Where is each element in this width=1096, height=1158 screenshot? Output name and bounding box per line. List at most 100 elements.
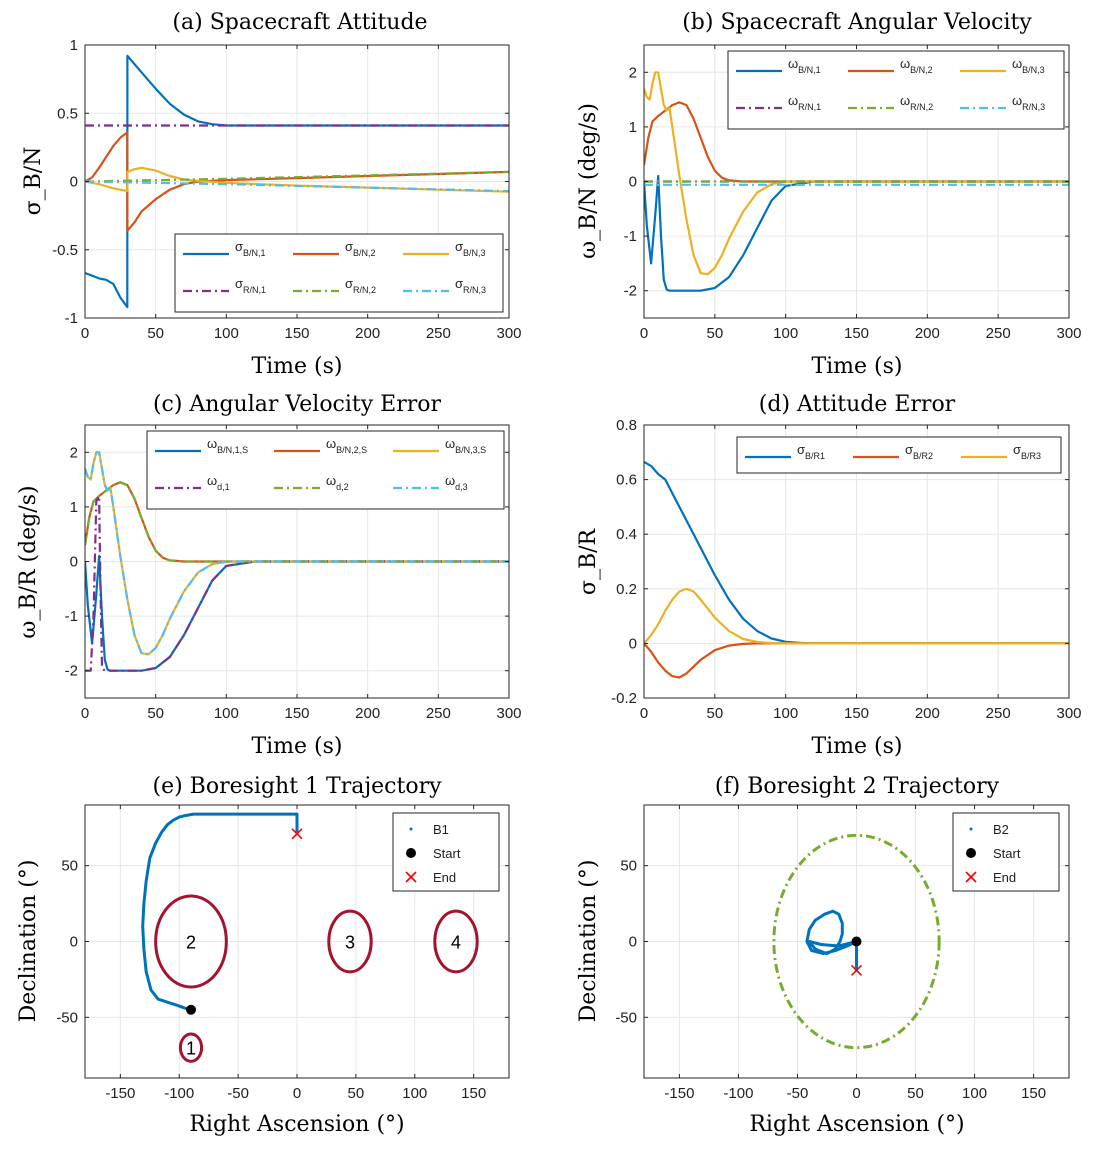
x-tick-label: 150 xyxy=(284,705,309,722)
x-tick-label: 200 xyxy=(355,705,380,722)
start-marker xyxy=(851,936,862,947)
x-tick-label: -50 xyxy=(227,1085,249,1102)
x-tick-label: -150 xyxy=(664,1085,694,1102)
y-tick-label: 0 xyxy=(70,554,78,571)
region-label-2: 2 xyxy=(186,933,196,953)
legend-label: Start xyxy=(433,846,461,861)
y-tick-label: 2 xyxy=(70,444,78,461)
panel-b-ylabel: ω_B/N (deg/s) xyxy=(576,103,601,259)
x-tick-label: 250 xyxy=(426,325,451,342)
legend-label: End xyxy=(993,870,1016,885)
legend-b: ωB/N,1 ωB/N,2 ωB/N,3ωR/N,1 ωR/N,2 ωR/N,3 xyxy=(727,50,1065,130)
y-tick-label: 0.2 xyxy=(616,581,637,598)
x-tick-label: 150 xyxy=(284,325,309,342)
panel-b-title: (b) Spacecraft Angular Velocity xyxy=(682,10,1032,35)
panel-f: -150 -100 -50 0 50 100 150 -50 0 50 B2 Start End xyxy=(615,804,1070,1102)
legend-a: σB/N,1 σB/N,2 σB/N,3σR/N,1 σR/N,2 σR/N,3 xyxy=(174,233,504,313)
panel-d-title: (d) Attitude Error xyxy=(759,392,956,417)
legend-e: B1 Start End xyxy=(392,812,500,892)
series-line-d-2 xyxy=(644,642,1069,679)
y-tick-label: 0 xyxy=(70,934,78,951)
region-label-1: 1 xyxy=(186,1039,196,1059)
panel-c-plot xyxy=(85,451,509,672)
y-tick-label: 50 xyxy=(61,858,78,875)
panel-c-ylabel: ω_B/R (deg/s) xyxy=(16,485,41,638)
trajectory-e xyxy=(141,812,299,1012)
x-tick-label: 100 xyxy=(402,1085,427,1102)
panel-b-plot xyxy=(644,71,1069,292)
series-line-c-5 xyxy=(85,481,509,563)
x-tick-label: 250 xyxy=(986,325,1011,342)
panel-e-plot: 1 2 3 4 xyxy=(141,812,479,1063)
x-tick-label: 250 xyxy=(426,705,451,722)
x-tick-label: 0 xyxy=(852,1085,860,1102)
x-tick-label: 100 xyxy=(962,1085,987,1102)
panel-d-ylabel: σ_B/R xyxy=(576,527,601,595)
constraint-region-1 xyxy=(772,833,941,1050)
y-tick-label: 1 xyxy=(70,37,78,54)
x-tick-label: 50 xyxy=(147,325,164,342)
legend-label: B1 xyxy=(433,822,449,837)
x-tick-label: 150 xyxy=(844,325,869,342)
region-label-3: 3 xyxy=(345,933,355,953)
x-tick-label: 50 xyxy=(147,705,164,722)
panel-f-ylabel: Declination (°) xyxy=(576,860,601,1023)
panel-a-ylabel: σ_B/N xyxy=(21,147,46,216)
y-tick-label: -1 xyxy=(65,608,78,625)
panel-c-title: (c) Angular Velocity Error xyxy=(153,392,442,417)
x-tick-label: 0 xyxy=(640,705,648,722)
legend-label: B2 xyxy=(993,822,1009,837)
x-tick-label: -100 xyxy=(723,1085,753,1102)
x-tick-label: 100 xyxy=(773,705,798,722)
series-line-d-3 xyxy=(644,587,1069,645)
x-tick-label: 0 xyxy=(81,325,89,342)
panel-f-xlabel: Right Ascension (°) xyxy=(749,1112,964,1137)
x-tick-label: 300 xyxy=(496,705,521,722)
y-tick-label: 0 xyxy=(629,934,637,951)
x-tick-label: 250 xyxy=(986,705,1011,722)
panel-f-plot xyxy=(772,833,941,1050)
series-line-c-6 xyxy=(85,451,509,656)
panel-d: 0 50 100 150 200 250 300-0.200.20.40.60.8σB/R1… xyxy=(611,417,1081,722)
y-tick-label: 2 xyxy=(629,64,637,81)
x-tick-label: 150 xyxy=(461,1085,486,1102)
x-tick-label: 200 xyxy=(355,325,380,342)
panel-c-xlabel: Time (s) xyxy=(251,734,342,759)
x-tick-label: 0 xyxy=(81,705,89,722)
constraint-region-4 xyxy=(433,909,479,974)
legend-box xyxy=(146,430,505,510)
x-tick-label: 300 xyxy=(1056,705,1081,722)
x-tick-label: 50 xyxy=(907,1085,924,1102)
x-tick-label: 200 xyxy=(915,705,940,722)
x-tick-label: 200 xyxy=(915,325,940,342)
y-tick-label: 0 xyxy=(629,174,637,191)
y-tick-label: 0.5 xyxy=(57,105,78,122)
legend-c: ωB/N,1,S ωB/N,2,S ωB/N,3,Sωd,1 ωd,2 ωd,3 xyxy=(146,430,505,510)
y-tick-label: 0.4 xyxy=(616,526,637,543)
panel-d-xlabel: Time (s) xyxy=(811,734,902,759)
y-tick-label: -1 xyxy=(624,228,637,245)
series-line-b-3 xyxy=(644,71,1069,276)
panel-d-plot xyxy=(644,460,1069,679)
y-tick-label: -1 xyxy=(65,310,78,327)
series-line-a-6 xyxy=(85,180,509,193)
x-tick-label: 50 xyxy=(706,705,723,722)
y-tick-label: 0 xyxy=(629,635,637,652)
x-tick-label: 300 xyxy=(1056,325,1081,342)
y-tick-label: 0.8 xyxy=(616,417,637,434)
x-tick-label: 150 xyxy=(844,705,869,722)
x-tick-label: 100 xyxy=(214,705,239,722)
x-tick-label: -50 xyxy=(787,1085,809,1102)
legend-box xyxy=(736,436,1062,474)
legend-marker-start xyxy=(966,848,976,858)
y-tick-label: -2 xyxy=(65,663,78,680)
series-line-a-5 xyxy=(85,170,509,183)
panel-e-ylabel: Declination (°) xyxy=(16,860,41,1023)
panel-b: 0 50 100 150 200 250 300 -2 -1 0 1 2 ωB/N,1 ωB/N,2 ωB/… xyxy=(624,44,1082,342)
x-tick-label: -100 xyxy=(164,1085,194,1102)
x-tick-label: 100 xyxy=(214,325,239,342)
y-tick-label: -0.2 xyxy=(611,690,637,707)
panel-a-plot xyxy=(85,54,509,309)
